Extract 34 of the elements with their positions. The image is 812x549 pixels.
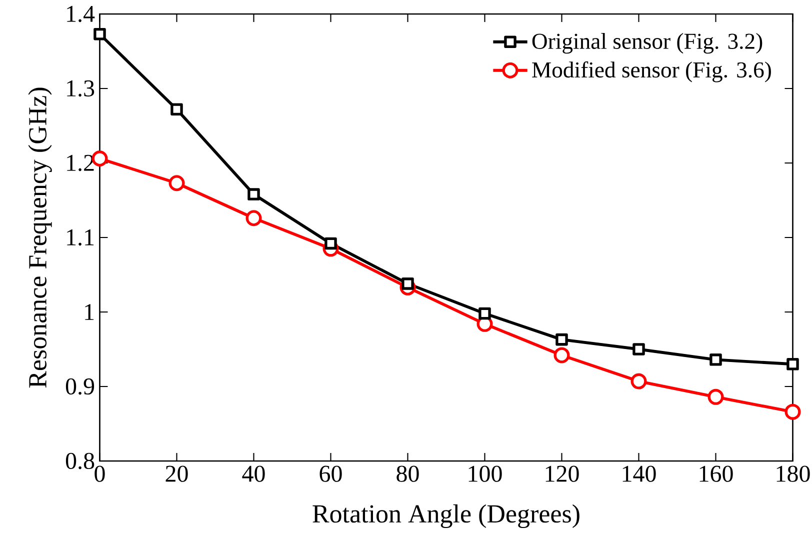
point <box>170 103 183 116</box>
x-tick-label: 120 <box>546 466 579 482</box>
x-tick-label: 140 <box>622 466 656 482</box>
y-tick-label: 1 <box>85 304 94 320</box>
point <box>708 388 724 405</box>
x-tick-label: 60 <box>320 466 342 482</box>
x-tick-label: 100 <box>468 466 502 482</box>
point <box>784 404 801 420</box>
x-tick-label: 80 <box>396 466 419 482</box>
point <box>168 175 185 192</box>
point <box>786 358 799 370</box>
point <box>630 373 647 390</box>
point <box>478 307 491 320</box>
point <box>632 343 645 356</box>
x-axis-title: Rotation Angle (Degrees) <box>312 504 580 528</box>
x-tick-label: 40 <box>242 466 265 482</box>
legend-label: Modified sensor (Fig. 3.6) <box>532 61 771 82</box>
y-tick-label: 1.3 <box>67 80 94 97</box>
x-tick-label: 0 <box>94 466 105 482</box>
point <box>248 188 260 200</box>
y-tick-label: 0.8 <box>66 452 94 470</box>
y-axis-title: Resonance Frequency (GHz) <box>28 88 52 388</box>
point <box>710 354 722 366</box>
legend-label: Original sensor (Fig. 3.2) <box>532 33 762 54</box>
y-tick-label: 1.4 <box>67 6 95 22</box>
point <box>246 210 262 226</box>
x-tick-label: 160 <box>700 466 733 482</box>
point <box>556 333 568 346</box>
point <box>94 28 106 40</box>
x-tick-label: 20 <box>166 466 188 482</box>
y-tick-label: 1.1 <box>67 229 94 246</box>
point <box>554 347 570 364</box>
x-tick-label: 180 <box>776 466 810 482</box>
y-tick-label: 0.9 <box>66 378 94 395</box>
